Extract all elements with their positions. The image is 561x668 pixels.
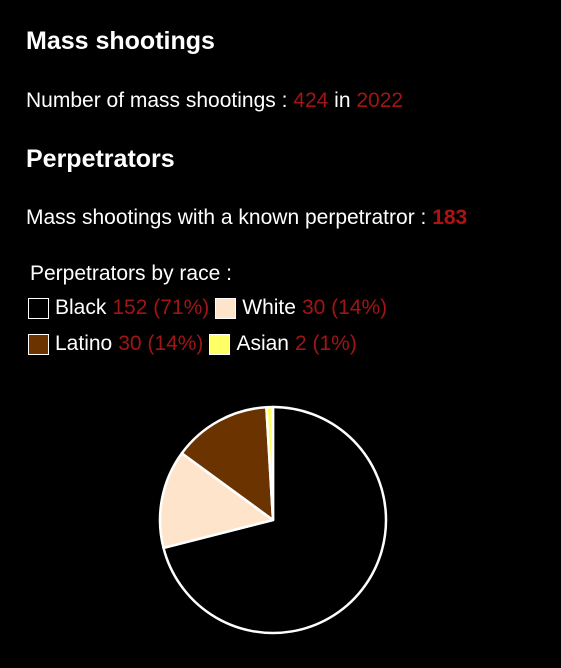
legend-value-white: 30 (14%)	[301, 296, 388, 319]
legend-swatch-latino	[28, 333, 49, 355]
mass-shootings-count-label: Number of mass shootings :	[26, 89, 294, 112]
legend-title: Perpetrators by race :	[30, 262, 232, 285]
pie-chart-svg	[158, 405, 388, 635]
legend-item-black: Black 152 (71%)	[28, 296, 209, 320]
in-word: in	[328, 89, 357, 112]
legend-swatch-asian	[209, 333, 231, 355]
known-perpetrator-label: Mass shootings with a known perpetratror…	[26, 206, 433, 229]
pie-slice-white	[158, 452, 275, 550]
legend-value-asian: 2 (1%)	[294, 332, 357, 355]
legend-name-black: Black	[55, 296, 107, 319]
legend-row-2: Latino 30 (14%) Asian 2 (1%)	[28, 332, 363, 356]
pie-slice-asian	[265, 405, 275, 522]
legend-name-white: White	[242, 296, 296, 319]
legend-swatch-black	[28, 297, 49, 319]
pie-slice-latino	[180, 405, 275, 522]
legend-value-black: 152 (71%)	[112, 296, 210, 319]
pie-slice-black	[162, 405, 388, 635]
legend-name-latino: Latino	[55, 332, 113, 355]
legend-name-asian: Asian	[236, 332, 289, 355]
legend-item-asian: Asian 2 (1%)	[209, 332, 357, 356]
mass-shootings-count-value: 424	[293, 89, 329, 112]
legend-row-1: Black 152 (71%) White 30 (14%)	[28, 296, 393, 320]
perpetrators-heading: Perpetrators	[26, 145, 175, 173]
year-value: 2022	[356, 89, 404, 112]
mass-shootings-heading: Mass shootings	[26, 27, 215, 55]
known-perpetrator-line: Mass shootings with a known perpetratror…	[26, 206, 467, 230]
legend-item-latino: Latino 30 (14%)	[28, 332, 203, 356]
pie-chart	[155, 402, 395, 642]
mass-shootings-count-line: Number of mass shootings : 424 in 2022	[26, 89, 403, 113]
legend-value-latino: 30 (14%)	[118, 332, 204, 355]
legend-item-white: White 30 (14%)	[215, 296, 387, 320]
legend-swatch-white	[215, 297, 237, 319]
known-perpetrator-count: 183	[432, 206, 468, 229]
